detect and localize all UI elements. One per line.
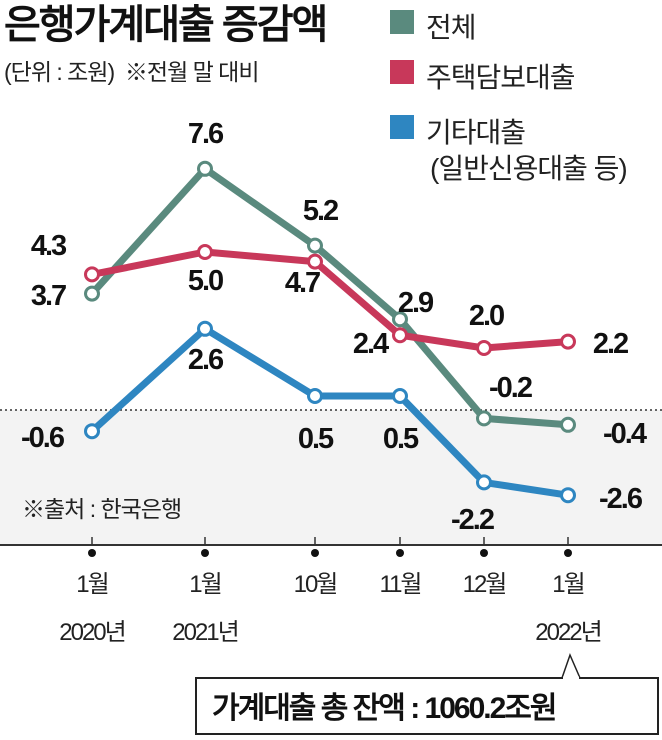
data-label: 5.2 [303,195,338,227]
data-point [197,160,213,177]
legend-swatch [390,60,414,84]
data-point [476,474,492,491]
tick-label-year: 2020년 [59,619,124,646]
data-point [476,410,492,427]
data-point [197,320,213,337]
tick-label-month: 1월 [189,571,220,598]
data-label: 2.0 [469,300,504,332]
tick-label-year: 2022년 [535,619,600,646]
tick-label-month: 12월 [463,571,506,598]
data-label: 2.4 [353,328,389,360]
data-point [560,416,576,433]
data-point [307,388,323,404]
tick-dot [88,549,96,557]
data-point [84,285,100,302]
data-label: 7.6 [188,118,224,150]
legend-label-sub: (일반신용대출 등) [430,153,627,184]
data-label: -0.6 [21,422,65,454]
data-label: -0.2 [489,372,532,404]
callout-pointer [561,652,581,679]
chart-title: 은행가계대출 증감액 [4,3,326,47]
negative-region [0,410,662,545]
data-label: -0.4 [603,418,647,450]
x-axis-ticks: 1월 2020년 1월 2021년 10월 11월 12월 1월 2022년 [59,537,603,646]
data-label: 4.7 [285,267,320,299]
legend-label: 기타대출 [426,117,525,148]
tick-label-year: 2021년 [172,619,237,646]
series-mortgage [84,244,576,356]
data-label: 2.2 [593,328,628,360]
data-label: 0.5 [298,423,334,455]
total-balance-callout: 가계대출 총 잔액 : 1060.2조원 [195,652,659,735]
legend-swatch [390,115,414,139]
data-label: 3.7 [31,280,66,312]
data-point [392,311,408,328]
series-total [84,160,576,433]
data-point [84,423,100,440]
data-point [560,333,576,350]
data-point [560,487,576,504]
data-label: -2.6 [599,483,643,515]
series-other [84,320,576,504]
series-line [91,248,569,352]
tick-dot [311,549,319,557]
series-line [89,325,569,499]
data-label: 0.5 [383,423,419,455]
series-line [89,165,569,429]
data-point [84,266,100,283]
data-label: 4.3 [31,230,67,262]
legend-label: 전체 [426,12,476,43]
tick-dot [396,549,404,557]
data-point [476,340,492,356]
data-label: -2.2 [451,504,494,536]
source-note: ※출처 : 한국은행 [22,496,181,522]
tick-label-month: 1월 [552,571,583,598]
data-point [392,388,408,404]
data-label: 2.6 [188,344,224,376]
data-label: 2.9 [398,287,434,319]
chart-subtitle: (단위 : 조원) ※전월 말 대비 [4,59,259,85]
tick-label-month: 10월 [294,571,337,598]
tick-dot [564,549,572,557]
data-point [197,244,213,260]
tick-dot [480,549,488,557]
tick-label-month: 1월 [76,571,107,598]
data-point [307,237,323,254]
data-point [307,253,323,270]
series-layer: 3.7 7.6 5.2 2.9 -0.2 -0.4 4.3 5.0 4.7 2.4 2.0 2.2 -0… [21,118,649,536]
tick-dot [201,549,209,557]
legend-label: 주택담보대출 [426,62,575,93]
legend-swatch [390,10,414,34]
tick-label-month: 11월 [380,571,421,598]
callout-text: 가계대출 총 잔액 : 1060.2조원 [212,692,556,725]
callout-box [195,677,659,735]
data-label: 5.0 [188,265,223,297]
data-point [392,327,408,344]
